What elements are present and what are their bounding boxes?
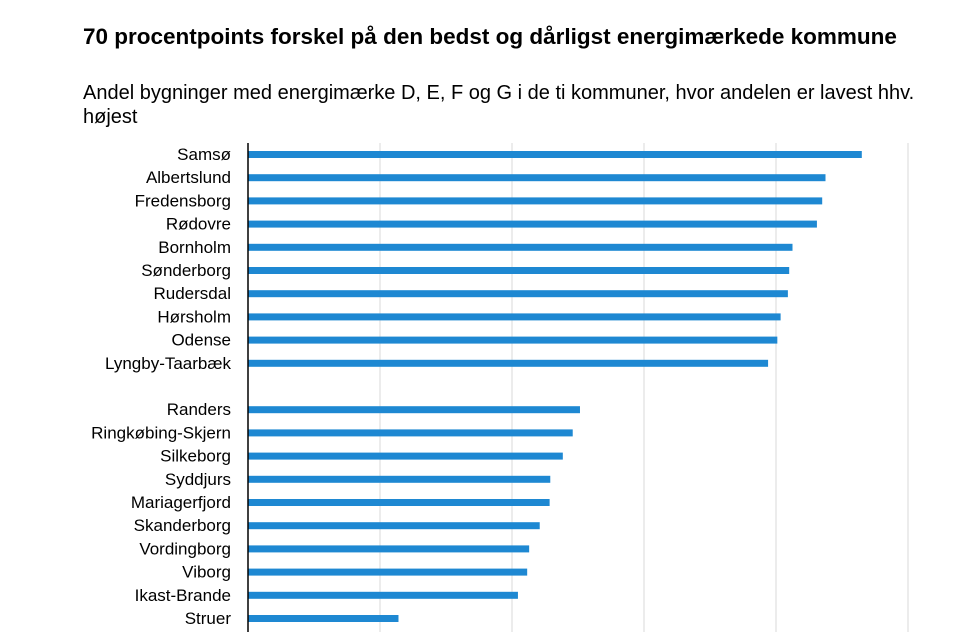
bar xyxy=(248,359,769,367)
category-label: Lyngby-Taarbæk xyxy=(105,354,231,373)
category-label: Bornholm xyxy=(158,238,231,257)
bar xyxy=(248,615,399,622)
category-label: Fredensborg xyxy=(135,191,231,210)
bar xyxy=(248,313,781,321)
category-label: Rødovre xyxy=(166,215,231,234)
category-label: Mariagerfjord xyxy=(131,493,231,512)
bar xyxy=(248,429,573,437)
chart-title: 70 procentpoints forskel på den bedst og… xyxy=(83,24,897,49)
category-label: Samsø xyxy=(177,145,231,164)
bar xyxy=(248,336,778,344)
category-label: Odense xyxy=(171,331,231,350)
bar xyxy=(248,452,563,460)
category-label: Albertslund xyxy=(146,168,231,187)
category-label: Rudersdal xyxy=(154,284,232,303)
bar xyxy=(248,406,580,414)
category-label: Skanderborg xyxy=(134,516,231,535)
category-label: Randers xyxy=(167,400,231,419)
bar xyxy=(248,522,540,530)
bar xyxy=(248,290,788,298)
bar xyxy=(248,243,793,251)
category-label: Ikast-Brande xyxy=(135,586,231,605)
bar xyxy=(248,197,823,205)
bar xyxy=(248,267,790,274)
bars xyxy=(248,151,862,622)
bar xyxy=(248,475,551,483)
category-label: Ringkøbing-Skjern xyxy=(91,423,231,442)
category-label: Syddjurs xyxy=(165,470,231,489)
category-label: Silkeborg xyxy=(160,447,231,466)
bar xyxy=(248,499,550,506)
bar xyxy=(248,568,528,576)
bar xyxy=(248,220,817,228)
category-label: Vordingborg xyxy=(139,539,231,558)
bar xyxy=(248,151,862,158)
bar xyxy=(248,174,826,182)
category-label: Struer xyxy=(185,609,232,628)
chart-subtitle: Andel bygninger med energimærke D, E, F … xyxy=(83,82,915,128)
gridlines xyxy=(379,143,909,632)
category-labels: Samsø Albertslund Fredensborg Rødovre Bornho… xyxy=(91,145,231,628)
category-label: Viborg xyxy=(182,563,231,582)
category-label: Sønderborg xyxy=(141,261,231,280)
category-label: Hørsholm xyxy=(157,307,231,326)
bar xyxy=(248,591,518,599)
bar xyxy=(248,545,530,553)
